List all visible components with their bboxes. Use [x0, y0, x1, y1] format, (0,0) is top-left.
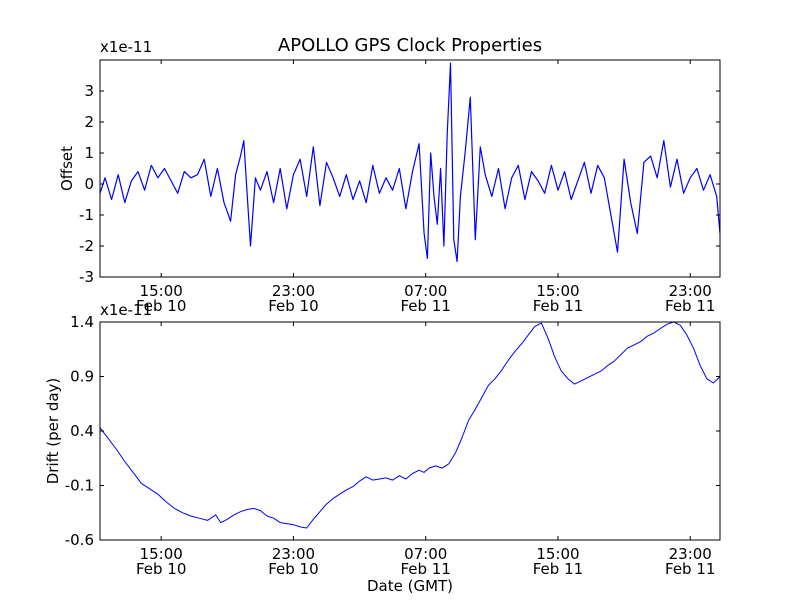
y-axis-label: Offset [58, 146, 76, 191]
x-tick-label-time: 15:00 [140, 282, 183, 300]
x-tick-label-time: 07:00 [404, 545, 447, 563]
scale-label: x1e-11 [100, 301, 152, 319]
x-axis-label: Date (GMT) [367, 577, 453, 595]
x-tick-label-time: 15:00 [140, 545, 183, 563]
y-tick-label: 0.4 [70, 422, 94, 440]
y-tick-label: 3 [84, 82, 94, 100]
drift-line [100, 322, 720, 529]
x-tick-label-time: 15:00 [536, 282, 579, 300]
x-tick-label-time: 07:00 [404, 282, 447, 300]
scale-label: x1e-11 [100, 38, 152, 56]
x-tick-label-time: 23:00 [669, 282, 712, 300]
x-tick-label-date: Feb 11 [665, 297, 715, 315]
y-tick-label: 1 [84, 144, 94, 162]
x-tick-label-date: Feb 10 [136, 297, 186, 315]
axes-frame [99, 59, 721, 278]
y-tick-label: -0.6 [65, 531, 94, 549]
y-tick-label: -3 [79, 268, 94, 286]
x-tick-label-date: Feb 10 [268, 297, 318, 315]
offset-line [100, 62, 720, 263]
x-tick-label-date: Feb 11 [533, 560, 583, 578]
x-tick-label-date: Feb 11 [665, 560, 715, 578]
x-tick-label-time: 23:00 [669, 545, 712, 563]
y-tick-label: -0.1 [65, 477, 94, 495]
y-tick-label: -2 [79, 237, 94, 255]
x-tick-label-date: Feb 11 [400, 297, 450, 315]
x-tick-label-date: Feb 10 [268, 560, 318, 578]
y-tick-label: 2 [84, 113, 94, 131]
y-tick-label: 1.4 [70, 313, 94, 331]
x-tick-label-date: Feb 10 [136, 560, 186, 578]
chart-title: APOLLO GPS Clock Properties [278, 35, 542, 56]
x-tick-label-time: 23:00 [272, 545, 315, 563]
x-tick-label-date: Feb 11 [400, 560, 450, 578]
x-tick-label-time: 15:00 [536, 545, 579, 563]
y-tick-label: -1 [79, 206, 94, 224]
x-tick-label-time: 23:00 [272, 282, 315, 300]
y-axis-label: Drift (per day) [44, 378, 62, 485]
y-tick-label: 0 [84, 175, 94, 193]
y-tick-label: 0.9 [70, 368, 94, 386]
x-tick-label-date: Feb 11 [533, 297, 583, 315]
